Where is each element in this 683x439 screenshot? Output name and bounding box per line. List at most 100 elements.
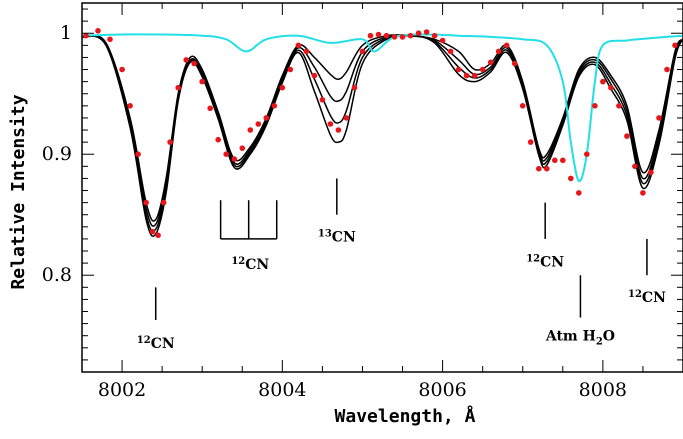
observed-point [544, 165, 550, 172]
observed-point [455, 66, 462, 73]
observed-point [479, 66, 486, 73]
observed-point [343, 115, 350, 121]
x-tick-label: 8006 [418, 379, 466, 401]
observed-point [632, 163, 638, 170]
line-annotation: Atm H2O [545, 275, 615, 348]
observed-point [367, 32, 374, 39]
observed-point [407, 32, 414, 39]
y-axis-label: Relative Intensity [8, 94, 29, 289]
observed-point [231, 156, 238, 162]
observed-point [672, 42, 678, 49]
observed-point [391, 34, 398, 40]
observed-point [191, 60, 197, 67]
observed-point [552, 157, 558, 164]
x-tick-label: 8004 [258, 379, 306, 401]
observed-point [319, 97, 326, 103]
observed-point [527, 139, 534, 145]
observed-point [135, 151, 141, 157]
annotation-label: 12CN [628, 289, 666, 306]
observed-point [536, 165, 542, 172]
observed-point [399, 34, 406, 40]
observed-point [487, 59, 494, 66]
observed-point [119, 66, 125, 73]
x-tick-label: 8002 [98, 379, 146, 401]
plot-frame [81, 2, 683, 373]
observed-point [107, 36, 113, 43]
observed-point [327, 121, 334, 127]
x-axis-label: Wavelength, Å [335, 404, 476, 427]
observed-spectrum [83, 28, 678, 239]
observed-point [215, 136, 221, 143]
annotation-label: 12CN [231, 256, 269, 273]
line-annotation: 13CN [318, 178, 356, 245]
observed-point [648, 169, 654, 176]
observed-point [149, 228, 156, 235]
observed-point [83, 32, 89, 39]
plot-area [82, 28, 683, 239]
y-tick-label: 0.8 [42, 264, 72, 286]
x-tick-label: 8008 [579, 379, 627, 401]
observed-point [560, 157, 566, 164]
observed-point [447, 48, 454, 55]
observed-point [247, 127, 254, 133]
observed-point [223, 151, 229, 157]
observed-point [199, 78, 205, 85]
line-annotation: 12CN [137, 287, 175, 352]
observed-point [383, 32, 390, 39]
observed-point [415, 30, 422, 36]
observed-point [511, 60, 518, 67]
observed-point [624, 133, 630, 139]
observed-point [239, 145, 246, 151]
annotation-label: 13CN [318, 228, 356, 245]
observed-point [519, 103, 526, 109]
observed-point [351, 84, 358, 91]
observed-point [423, 29, 430, 35]
line-annotation: 12CN [526, 202, 564, 271]
model-spectrum-line-1 [82, 34, 683, 222]
observed-point [471, 72, 478, 79]
observed-point [616, 103, 622, 109]
observed-point [463, 72, 470, 79]
model-spectrum-line-4 [82, 34, 683, 237]
observed-point [664, 66, 670, 73]
observed-point [584, 151, 590, 157]
observed-point [592, 103, 598, 109]
observed-point [287, 66, 294, 73]
observed-point [183, 57, 189, 63]
observed-point [155, 232, 161, 239]
observed-point [503, 42, 510, 49]
observed-point [143, 199, 149, 206]
observed-point [640, 190, 646, 196]
line-annotations: 12CN 12CN 13CN 12CN Atm H2O 12CN [137, 178, 666, 352]
observed-point [207, 105, 213, 112]
observed-point [439, 37, 446, 44]
y-tick-label: 1 [60, 22, 72, 44]
observed-point [600, 78, 606, 85]
observed-point [431, 32, 438, 39]
observed-point [335, 127, 342, 133]
observed-point [255, 121, 262, 127]
line-annotation: 12CN [219, 200, 278, 273]
observed-point [359, 48, 366, 55]
observed-point [608, 84, 614, 91]
observed-point [167, 139, 173, 145]
observed-point [375, 31, 382, 38]
annotation-label: 12CN [526, 254, 564, 271]
telluric-spectrum-line [82, 33, 683, 182]
observed-point [271, 103, 278, 109]
annotation-label: Atm H2O [545, 329, 615, 348]
observed-point [127, 103, 133, 109]
observed-point [160, 199, 167, 206]
observed-point [576, 190, 582, 196]
observed-point [311, 72, 318, 79]
observed-point [656, 115, 662, 121]
observed-point [95, 28, 101, 34]
observed-point [568, 175, 574, 182]
axes: 8002 8004 8006 8008 0.8 0.9 1 [42, 2, 683, 401]
observed-point [295, 42, 302, 49]
observed-point [303, 48, 310, 55]
line-annotation: 12CN [628, 238, 666, 306]
observed-point [495, 48, 502, 55]
observed-point [175, 84, 181, 91]
